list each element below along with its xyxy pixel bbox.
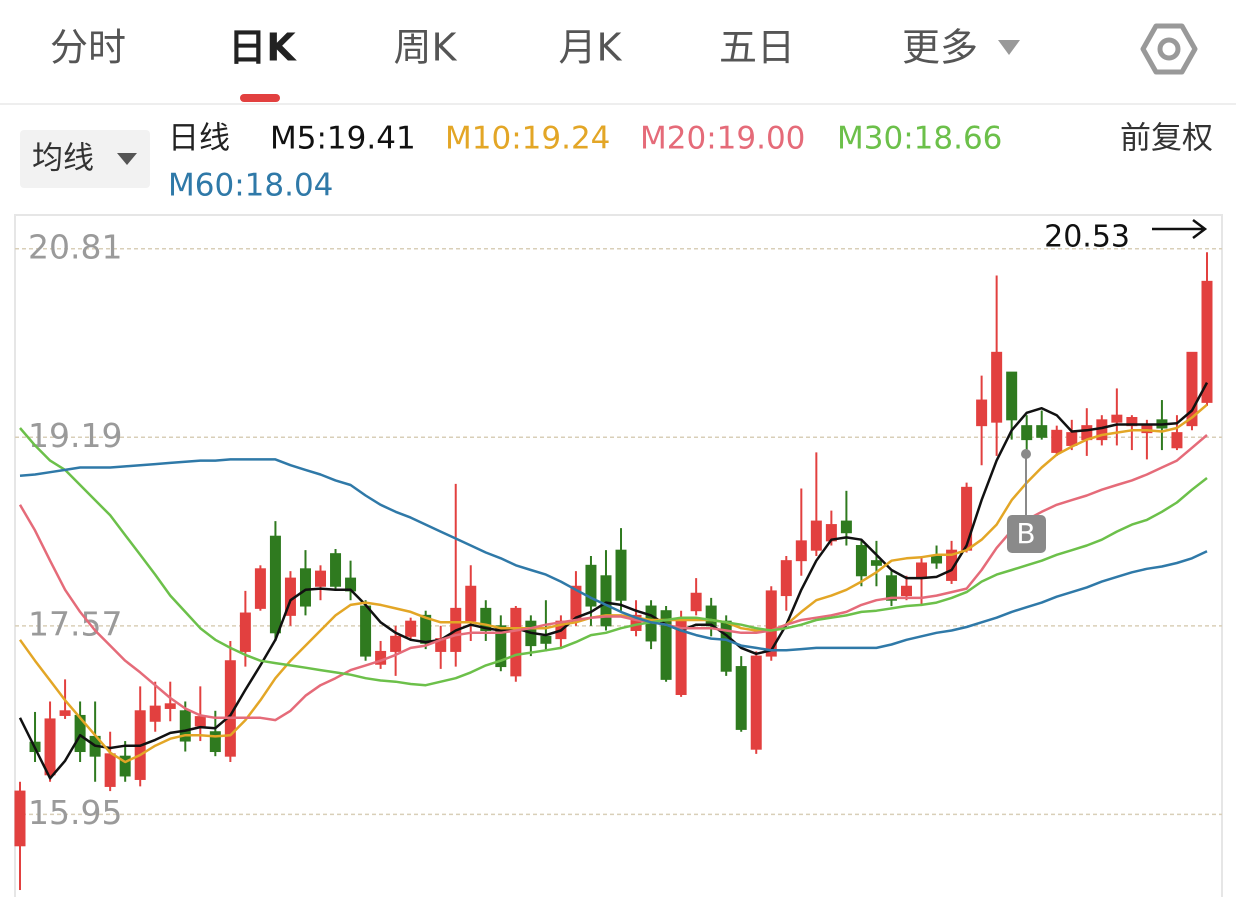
candle-body xyxy=(480,607,492,631)
candle-body xyxy=(840,520,852,534)
candle-body xyxy=(299,568,311,607)
candle-body xyxy=(795,540,807,562)
candle-body xyxy=(104,753,116,787)
candle-body xyxy=(916,562,928,579)
more-dropdown-arrow[interactable] xyxy=(998,40,1020,55)
candle-body xyxy=(239,612,251,652)
candle-body xyxy=(59,710,71,716)
candle-body xyxy=(735,666,747,730)
last-price-arrow xyxy=(1152,219,1208,239)
tab[interactable]: 更多 xyxy=(902,26,978,70)
candle-body xyxy=(900,585,912,597)
ma-line xyxy=(19,427,1208,687)
candle-body xyxy=(1111,414,1123,423)
candle-body xyxy=(585,564,597,607)
period-label: 日线 xyxy=(168,121,230,157)
candle-body xyxy=(1066,432,1078,446)
candle-body xyxy=(750,655,762,750)
candle-body xyxy=(315,570,327,587)
plot: 15.95 17.57 19.19 20.81 xyxy=(14,227,1222,891)
adjust-label[interactable]: 前复权 xyxy=(1120,121,1213,157)
candle-body xyxy=(269,535,281,634)
candle-body xyxy=(1006,371,1018,421)
ma-line xyxy=(18,434,1208,722)
candle-body xyxy=(405,620,417,637)
chart-frame xyxy=(14,214,1223,897)
candle-body xyxy=(780,560,792,597)
candle-body xyxy=(1171,432,1183,449)
tab[interactable]: 周K xyxy=(394,26,458,70)
candle-body xyxy=(690,592,702,612)
candle-body xyxy=(1021,425,1033,441)
candle-body xyxy=(855,545,867,577)
candle-body xyxy=(44,718,56,776)
candle-body xyxy=(1201,280,1213,403)
candle-body xyxy=(540,635,552,644)
tab[interactable]: 分时 xyxy=(50,26,126,70)
candle-body xyxy=(119,755,131,777)
candle-body xyxy=(615,549,627,601)
candle-body xyxy=(946,549,958,581)
legend-entry: M5:19.41 xyxy=(270,121,416,157)
candle-body xyxy=(495,625,507,668)
candle-body xyxy=(194,716,206,727)
candle-body xyxy=(705,605,717,627)
candle-body xyxy=(1186,351,1198,427)
ma-button-label[interactable]: 均线 xyxy=(32,141,94,177)
y-tick-label: 19.19 xyxy=(28,416,122,455)
y-tick-label: 15.95 xyxy=(28,793,122,832)
legend: M5:19.41 M10:19.24 M20:19.00 M30:18.66 M60:1… xyxy=(168,121,1002,204)
candle-body xyxy=(600,575,612,627)
candle-body xyxy=(870,560,882,566)
candle-body xyxy=(360,605,372,657)
tab[interactable]: 月K xyxy=(559,26,623,70)
last-price-label: 20.53 xyxy=(1044,220,1130,255)
y-tick-label: 20.81 xyxy=(28,227,122,266)
candle-body xyxy=(209,731,221,753)
candle-body xyxy=(720,620,732,672)
candle-body xyxy=(465,585,477,622)
candle-body xyxy=(991,351,1003,423)
candle-body xyxy=(810,520,822,551)
candle-body xyxy=(976,399,988,427)
candle-body xyxy=(1051,429,1063,453)
candle-body xyxy=(330,553,342,587)
candle-body xyxy=(885,575,897,601)
candle-body xyxy=(931,555,943,564)
candle-body xyxy=(74,714,86,753)
legend-entry: M60:18.04 xyxy=(168,168,333,204)
candle-body xyxy=(510,607,522,677)
candle-body xyxy=(660,610,672,680)
candle-body xyxy=(14,790,26,847)
candle-body xyxy=(390,635,402,652)
candle-body xyxy=(1036,425,1048,438)
tab-bar: 分时 日K 周K 月K 五日 更多 xyxy=(50,26,978,70)
ma-line xyxy=(18,382,1209,780)
buy-marker: B xyxy=(1007,449,1046,553)
candle-body xyxy=(961,486,973,551)
ma-line xyxy=(19,458,1208,652)
candle-body xyxy=(765,590,777,657)
settings-icon[interactable] xyxy=(1140,23,1198,75)
tab[interactable]: 日K xyxy=(228,26,297,70)
tab[interactable]: 五日 xyxy=(719,26,795,70)
legend-entry: M20:19.00 xyxy=(640,121,805,157)
y-tick-label: 17.57 xyxy=(28,604,122,643)
legend-entry: M10:19.24 xyxy=(445,121,610,157)
legend-entry: M30:18.66 xyxy=(837,121,1002,157)
candle-body xyxy=(164,703,176,709)
candle-body xyxy=(254,568,266,609)
candle-body xyxy=(179,710,191,742)
ma-button-arrow[interactable] xyxy=(117,153,137,165)
candle-body xyxy=(149,705,161,722)
active-tab-indicator xyxy=(240,94,280,102)
ma-button[interactable] xyxy=(20,130,150,188)
buy-marker-label: B xyxy=(1016,517,1035,550)
ma-line xyxy=(18,403,1208,764)
